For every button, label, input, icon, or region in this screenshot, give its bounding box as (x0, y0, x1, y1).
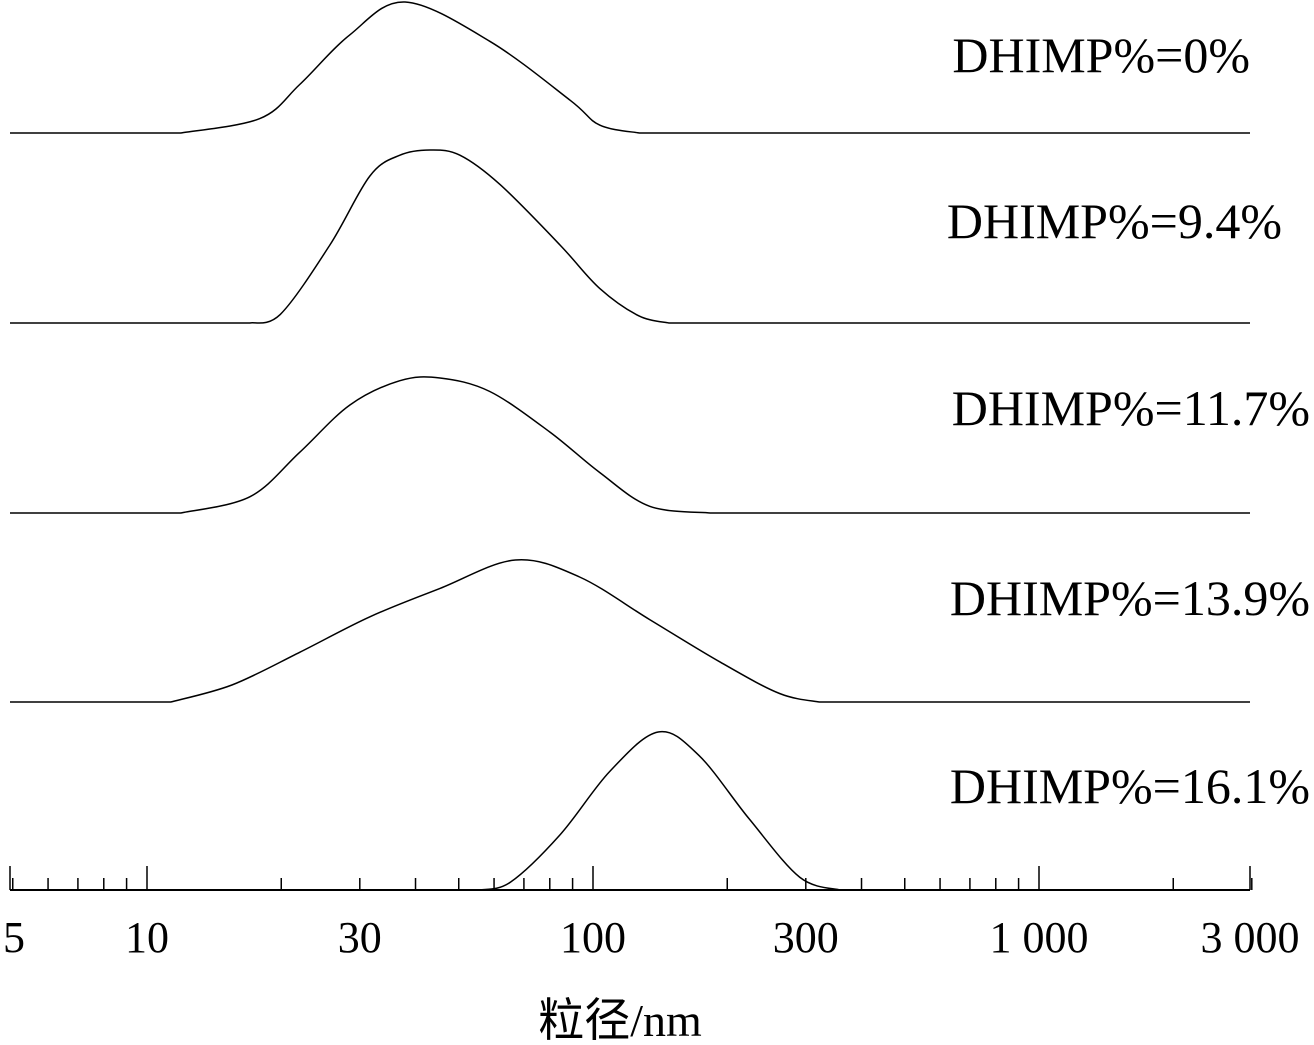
series-curve-0 (10, 1, 1250, 134)
series-curve-1 (10, 149, 1250, 324)
x-tick-label: 100 (560, 913, 626, 962)
series-label-0: DHIMP%=0% (952, 27, 1250, 83)
x-tick-label: 10 (125, 913, 169, 962)
x-tick-label: 30 (338, 913, 382, 962)
series-label-3: DHIMP%=13.9% (950, 570, 1310, 626)
series-curve-4 (10, 730, 841, 891)
x-axis: 5 10 30 100 300 1 000 3 000 (3, 866, 1300, 962)
x-tick-label: 5 (3, 913, 25, 962)
x-axis-label: 粒径/nm (538, 995, 702, 1045)
series-label-2: DHIMP%=11.7% (952, 380, 1310, 436)
x-tick-label: 300 (773, 913, 839, 962)
series-curve-3 (10, 559, 1250, 703)
series-curve-2 (10, 376, 1250, 514)
curves-layer (10, 1, 1250, 891)
series-labels: DHIMP%=0% DHIMP%=9.4% DHIMP%=11.7% DHIMP%=1… (947, 27, 1310, 814)
series-label-4: DHIMP%=16.1% (950, 758, 1310, 814)
x-tick-label: 1 000 (990, 913, 1089, 962)
x-tick-label: 3 000 (1201, 913, 1300, 962)
series-label-1: DHIMP%=9.4% (947, 193, 1282, 249)
